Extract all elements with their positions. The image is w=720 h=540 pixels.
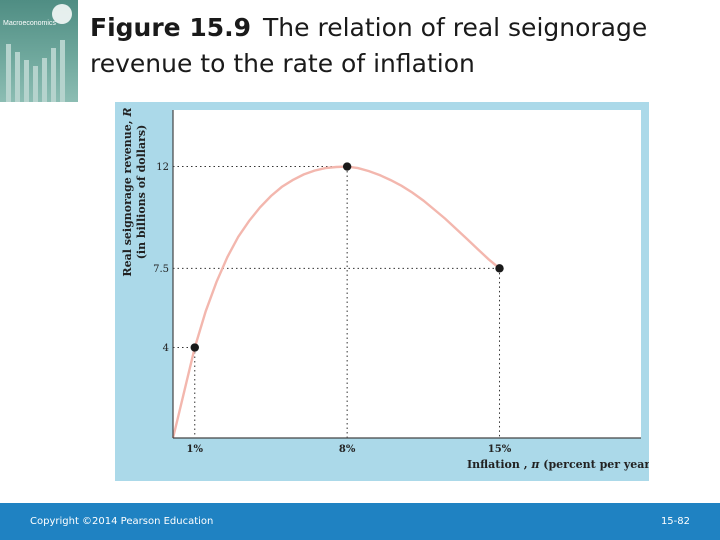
footer-copyright: Copyright ©2014 Pearson Education [30,516,214,527]
slide-title: Figure 15.9 The relation of real seignora… [90,10,710,82]
cover-bar [15,52,20,102]
data-points [190,162,504,352]
x-axis-label-symbol: π [530,458,540,471]
footer-page-number: 15-82 [660,516,690,527]
y-axis-label-line1-prefix: Real seignorage revenue, [121,120,134,276]
book-cover-title: Macroeconomics [3,20,56,27]
data-point [342,162,352,171]
x-tick-label: 8% [339,444,356,455]
cover-bar [24,60,29,102]
data-point [495,264,504,273]
seignorage-curve [171,165,501,439]
edition-badge [52,4,72,24]
y-tick-label: 12 [156,162,169,173]
cover-bar [33,66,38,102]
chart-panel: 1% 4 8% 12 15% 7.5 Inflation , π (percent per… [115,102,649,481]
y-axis-label-line2: (in billions of dollars) [135,125,148,260]
seignorage-chart: 1% 4 8% 12 15% 7.5 Inflation , π (percent per… [121,107,649,471]
y-tick-label: 4 [163,343,169,354]
cover-bar [42,58,47,102]
figure-number: Figure 15.9 [90,13,252,42]
cover-bar [51,48,56,102]
y-axis-label-line1: Real seignorage revenue, R [121,107,134,276]
book-cover-thumbnail: Macroeconomics [0,0,78,102]
x-axis-label-prefix: Inflation , [467,458,528,471]
x-axis-label: Inflation , π (percent per year) [467,458,649,471]
cover-bar [6,44,11,102]
tick-labels: 1% 4 8% 12 15% 7.5 [153,162,512,455]
cover-bar [60,40,65,102]
figure-title: The relation of real seignorage revenue … [90,13,648,78]
y-tick-label: 7.5 [153,264,169,275]
data-point [190,343,199,352]
plot-area [173,110,641,438]
y-axis-label-symbol: R [121,107,134,117]
x-tick-label: 1% [187,444,204,455]
x-tick-label: 15% [488,444,512,455]
x-axis-label-suffix: (percent per year) [543,458,649,471]
footer-bar: Copyright ©2014 Pearson Education 15-82 [0,503,720,540]
y-axis-label: Real seignorage revenue, R (in billions … [121,107,148,276]
